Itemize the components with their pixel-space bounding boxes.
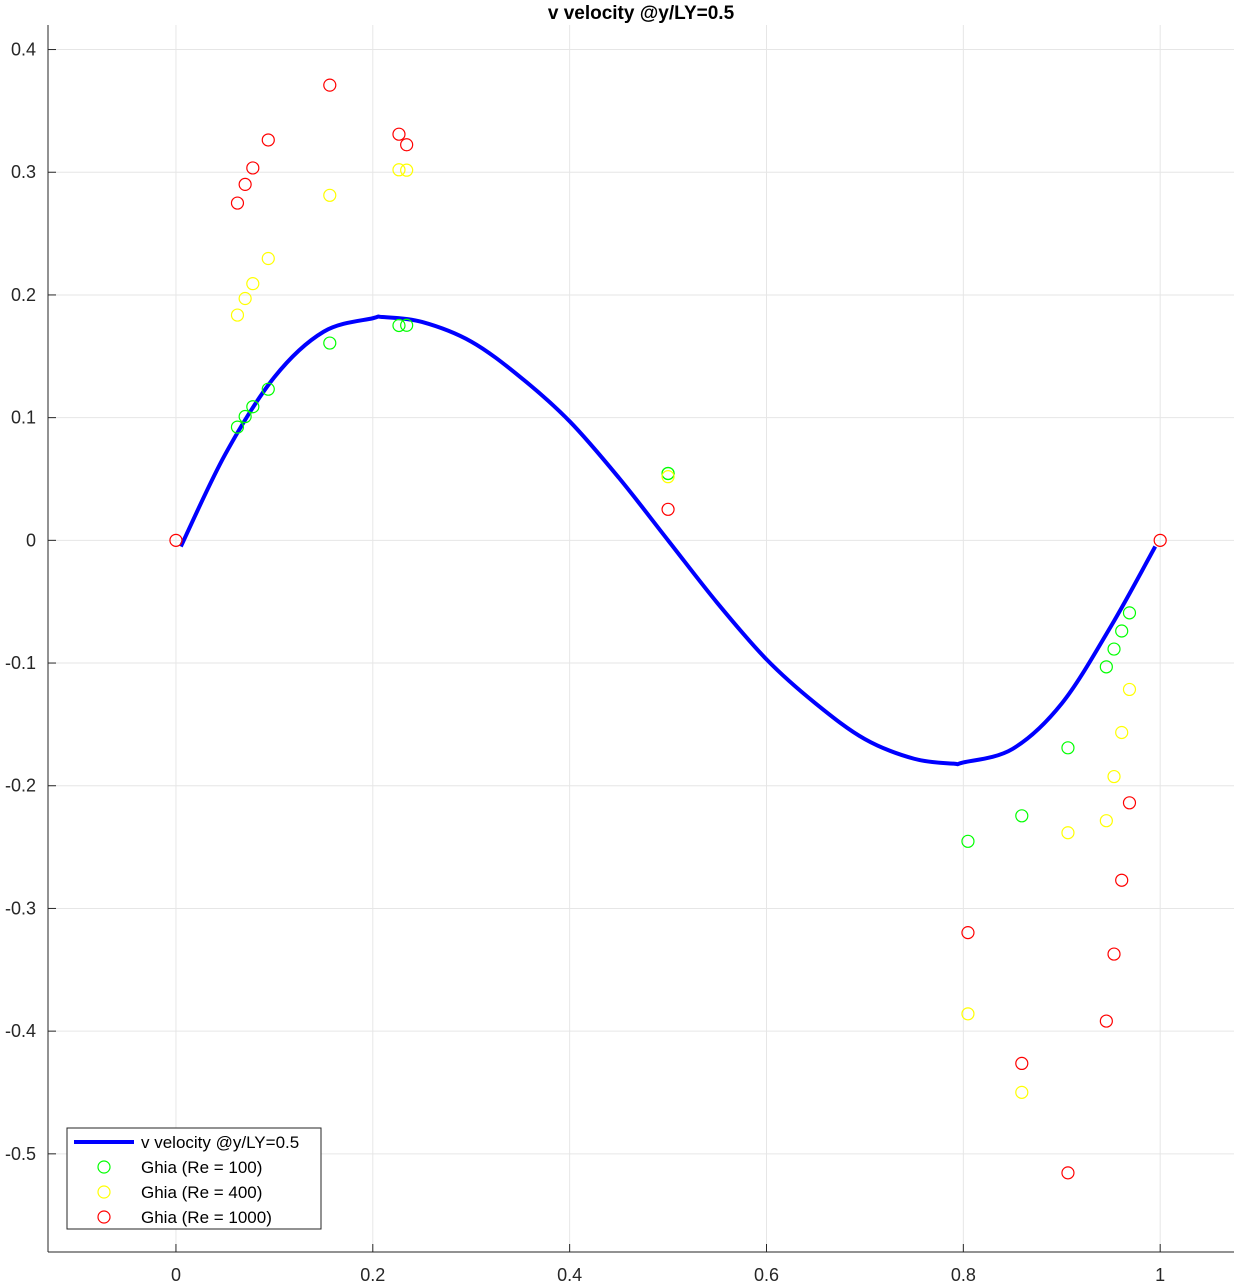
x-tick-label: 0 (171, 1265, 181, 1285)
ghia-re100-marker (261, 382, 275, 396)
legend-box (66, 1127, 322, 1230)
series-line-v-velocity (179, 314, 1158, 767)
ghia-re1000-marker (1015, 1056, 1029, 1071)
ghia-re400-marker (230, 308, 245, 322)
x-tick-label: 0.2 (360, 1265, 385, 1285)
ghia-re100-marker (238, 409, 252, 424)
ghia-re100-marker (961, 834, 975, 848)
ghia-re100-marker (400, 318, 414, 332)
ghia-re1000-marker (1153, 533, 1167, 547)
ghia-re1000-marker (323, 78, 337, 92)
ghia-re100-marker (661, 466, 675, 481)
legend: v velocity @y/LY=0.5 Ghia (Re = 100) Ghia … (66, 1127, 322, 1230)
ghia-re400-marker (400, 163, 414, 177)
y-tick-label: -0.2 (5, 776, 36, 796)
ghia-re1000-marker (261, 133, 275, 147)
ghia-re1000-marker (169, 533, 183, 547)
y-tick-label: -0.3 (5, 898, 36, 918)
axes (47, 25, 1234, 1253)
ghia-re400-marker (1122, 682, 1137, 697)
legend-label-ghia-re100: Ghia (Re = 100) (141, 1158, 262, 1177)
grid (48, 25, 1234, 1252)
ghia-re100-marker (1015, 809, 1029, 823)
tick-labels: 0.4 0.3 0.2 0.1 0 -0.1 -0.2 -0.3 -0.4 -0.5 0 0.2 0.4… (5, 40, 1165, 1285)
x-tick-label: 0.4 (557, 1265, 582, 1285)
ghia-re400-marker (392, 163, 406, 177)
ghia-re100-marker (1122, 606, 1137, 620)
ghia-re400-marker (1099, 814, 1113, 828)
legend-marker-sample (97, 1185, 111, 1199)
legend-marker-sample (97, 1210, 111, 1224)
legend-label-ghia-re1000: Ghia (Re = 1000) (141, 1208, 272, 1227)
x-tick-label: 0.8 (951, 1265, 976, 1285)
ghia-re400-marker (1015, 1085, 1029, 1099)
y-tick-label: 0.1 (11, 408, 36, 428)
ghia-re400-marker (1061, 826, 1075, 840)
y-tick-label: 0.4 (11, 40, 36, 60)
ghia-re1000-marker (400, 138, 414, 152)
ghia-re1000-marker (392, 127, 406, 141)
legend-label-ghia-re400: Ghia (Re = 400) (141, 1183, 262, 1202)
y-tick-label: 0 (26, 530, 36, 550)
ghia-re100-marker (246, 400, 260, 414)
ghia-re400-marker (238, 291, 252, 306)
ghia-re1000-marker (1115, 873, 1129, 887)
y-tick-label: -0.4 (5, 1021, 36, 1041)
ghia-re400-marker (323, 188, 337, 202)
ghia-re1000-marker (661, 502, 675, 516)
ghia-re400-marker (961, 1007, 975, 1021)
y-tick-label: 0.2 (11, 285, 36, 305)
ghia-re1000-marker (238, 177, 252, 191)
ghia-re400-marker (1107, 769, 1121, 784)
y-tick-label: 0.3 (11, 162, 36, 182)
ghia-re1000-marker (1122, 796, 1137, 810)
ghia-re1000-marker (1061, 1166, 1075, 1180)
legend-label-v-velocity: v velocity @y/LY=0.5 (141, 1133, 299, 1152)
ghia-re400-marker (1115, 725, 1129, 740)
ghia-re1000-marker (1107, 947, 1121, 961)
x-tick-label: 1 (1155, 1265, 1165, 1285)
plot-area (169, 78, 1167, 1180)
ghia-re100-marker (1115, 624, 1129, 638)
ghia-re100-marker (230, 420, 245, 434)
ghia-re400-marker (661, 470, 675, 484)
ghia-re1000-marker (246, 161, 260, 175)
x-tick-label: 0.6 (754, 1265, 779, 1285)
ghia-re1000-marker (230, 196, 245, 210)
ghia-re400-marker (261, 251, 275, 266)
ghia-re100-marker (392, 318, 406, 333)
ghia-re1000-marker (961, 926, 975, 940)
ghia-re100-marker (1099, 660, 1113, 674)
ghia-re100-marker (323, 336, 337, 350)
y-tick-label: -0.5 (5, 1144, 36, 1164)
y-tick-label: -0.1 (5, 653, 36, 673)
legend-marker-sample (97, 1160, 111, 1174)
ghia-re100-marker (1061, 741, 1075, 755)
ghia-re1000-marker (1099, 1014, 1113, 1028)
ghia-re400-marker (246, 277, 260, 291)
ghia-re100-marker (1107, 642, 1121, 656)
chart-title: v velocity @y/LY=0.5 (548, 3, 735, 24)
